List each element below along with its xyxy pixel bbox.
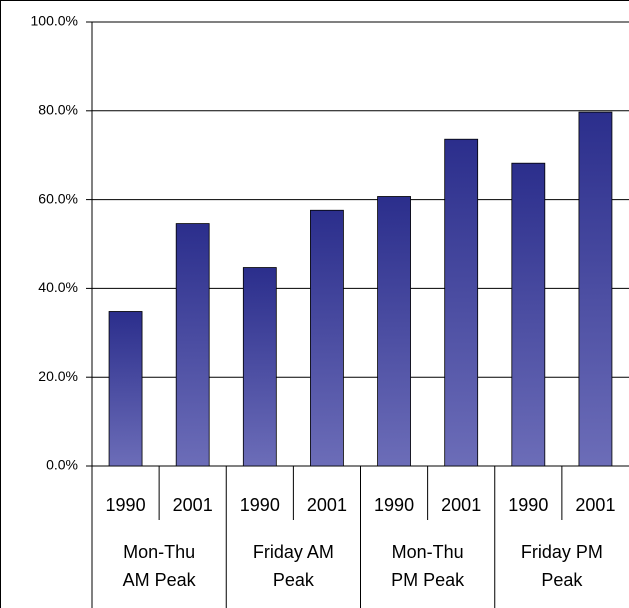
y-tick-label: 20.0% bbox=[38, 368, 78, 384]
group-label: AM Peak bbox=[123, 570, 197, 590]
group-label: Peak bbox=[273, 570, 315, 590]
group-label: Peak bbox=[541, 570, 583, 590]
bar bbox=[444, 138, 479, 467]
x-tick-label: 2001 bbox=[173, 495, 213, 515]
x-tick-label: 2001 bbox=[307, 495, 347, 515]
x-tick-label: 1990 bbox=[374, 495, 414, 515]
x-tick-label: 1990 bbox=[508, 495, 548, 515]
group-label: Friday AM bbox=[253, 542, 334, 562]
x-tick-label: 1990 bbox=[240, 495, 280, 515]
group-label: PM Peak bbox=[391, 570, 465, 590]
bar bbox=[578, 111, 613, 467]
bar bbox=[310, 209, 344, 467]
bar bbox=[175, 223, 210, 467]
bar bbox=[377, 196, 411, 467]
y-tick-label: 100.0% bbox=[31, 13, 78, 29]
group-label: Friday PM bbox=[521, 542, 603, 562]
y-tick-label: 40.0% bbox=[38, 279, 78, 295]
y-tick-label: 0.0% bbox=[46, 457, 78, 473]
y-tick-label: 80.0% bbox=[38, 102, 78, 118]
bar bbox=[242, 267, 277, 467]
x-tick-label: 2001 bbox=[441, 495, 481, 515]
y-tick-label: 60.0% bbox=[38, 190, 78, 206]
x-tick-label: 2001 bbox=[575, 495, 615, 515]
bar bbox=[108, 311, 143, 467]
x-tick-label: 1990 bbox=[106, 495, 146, 515]
group-label: Mon-Thu bbox=[392, 542, 464, 562]
bar bbox=[511, 162, 546, 467]
group-label: Mon-Thu bbox=[123, 542, 195, 562]
